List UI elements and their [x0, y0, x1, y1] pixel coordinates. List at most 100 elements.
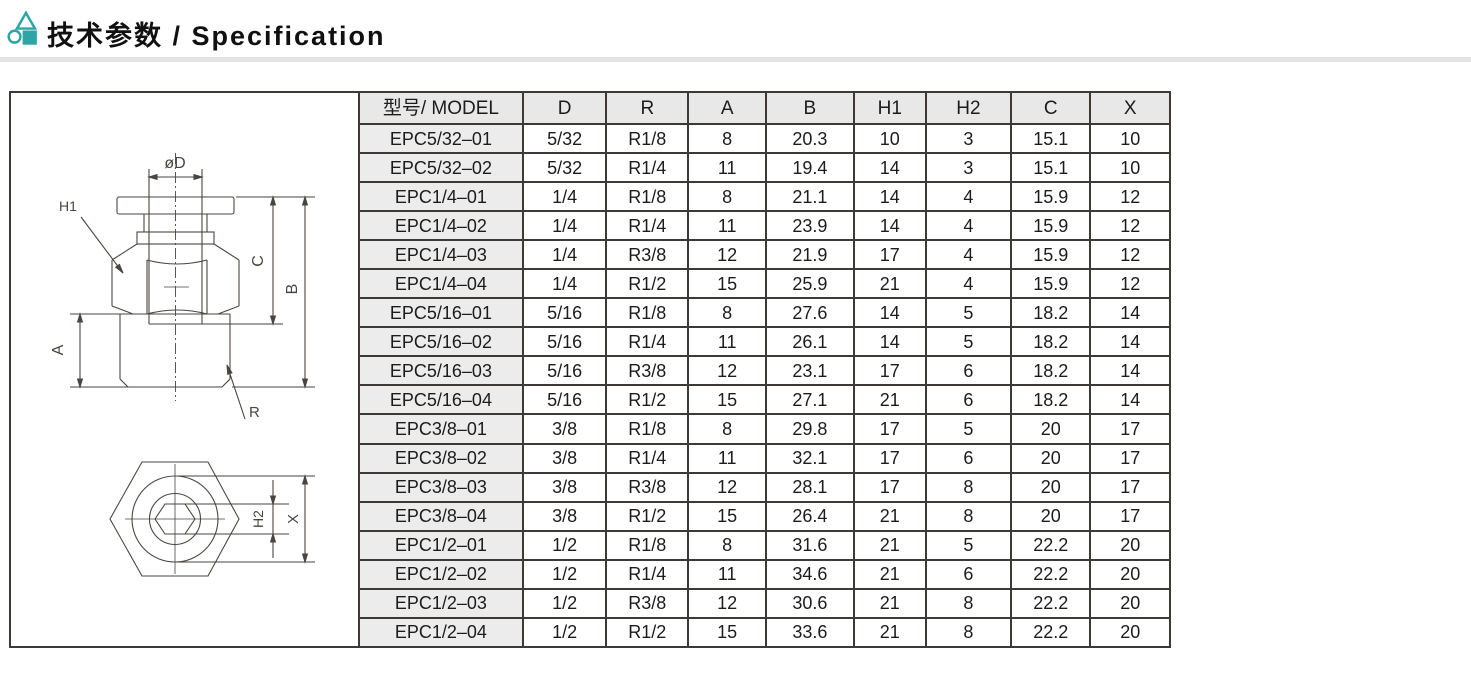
- model-cell: EPC3/8–01: [358, 413, 524, 445]
- value-cell: R1/2: [605, 384, 690, 416]
- value-cell: 1/4: [521, 210, 608, 242]
- value-cell: 12: [687, 471, 768, 503]
- value-cell: R1/4: [605, 442, 690, 474]
- value-cell: 17: [852, 471, 927, 503]
- value-cell: 27.1: [765, 384, 855, 416]
- model-cell: EPC1/4–01: [358, 181, 524, 213]
- value-cell: 6: [924, 384, 1013, 416]
- value-cell: R3/8: [605, 471, 690, 503]
- arrow: [269, 532, 277, 543]
- column-header: A: [687, 91, 768, 125]
- dim-label-h2: H2: [250, 510, 266, 528]
- value-cell: 27.6: [765, 297, 855, 329]
- model-cell: EPC5/16–01: [358, 297, 524, 329]
- table-row: EPC3/8–02 3/8 R1/4 11 32.1 17 6 20 17: [358, 442, 1171, 474]
- table-row: EPC5/16–04 5/16 R1/2 15 27.1 21 6 18.2 14: [358, 384, 1171, 416]
- hex-bevel-lines: [111, 243, 240, 261]
- value-cell: R1/2: [605, 268, 690, 300]
- value-cell: 26.1: [765, 326, 855, 358]
- value-cell: R1/8: [605, 413, 690, 445]
- value-cell: 8: [687, 122, 768, 155]
- model-cell: EPC5/16–04: [358, 384, 524, 416]
- dim-line-h2: [167, 480, 289, 558]
- value-cell: 21: [852, 268, 927, 300]
- value-cell: 14: [852, 181, 927, 213]
- tube-profile-lines: [148, 169, 283, 325]
- column-header: H2: [924, 91, 1013, 125]
- spec-panel: øD H1 C B A R H2: [9, 91, 360, 648]
- value-cell: 15: [687, 616, 768, 649]
- value-cell: 19.4: [765, 152, 855, 184]
- value-cell: 12: [687, 239, 768, 271]
- value-cell: 10: [852, 122, 927, 155]
- value-cell: 4: [924, 210, 1013, 242]
- value-cell: 5: [924, 413, 1013, 445]
- value-cell: 18.2: [1009, 355, 1092, 387]
- value-cell: R1/4: [605, 152, 690, 184]
- table-row: EPC1/4–04 1/4 R1/2 15 25.9 21 4 15.9 12: [358, 268, 1171, 300]
- dim-line-c: [236, 196, 315, 324]
- value-cell: 14: [852, 152, 927, 184]
- value-cell: 1/2: [521, 529, 608, 561]
- shapes-logo-icon: [7, 10, 38, 45]
- value-cell: 5/16: [521, 326, 608, 358]
- value-cell: 32.1: [765, 442, 855, 474]
- value-cell: 20: [1009, 471, 1092, 503]
- value-cell: 31.6: [765, 529, 855, 561]
- value-cell: 14: [1089, 326, 1171, 358]
- value-cell: 20: [1089, 529, 1171, 561]
- table-row: EPC1/2–03 1/2 R3/8 12 30.6 21 8 22.2 20: [358, 587, 1171, 619]
- value-cell: 1/4: [521, 268, 608, 300]
- value-cell: 1/4: [521, 181, 608, 213]
- dim-label-a: A: [50, 344, 67, 355]
- model-cell: EPC1/2–01: [358, 529, 524, 561]
- crosshair-lines: [125, 464, 225, 574]
- value-cell: 23.9: [765, 210, 855, 242]
- table-row: EPC5/32–01 5/32 R1/8 8 20.3 10 3 15.1 10: [358, 122, 1171, 155]
- dim-label-b: B: [284, 284, 301, 295]
- value-cell: 5/16: [521, 297, 608, 329]
- value-cell: 15: [687, 268, 768, 300]
- value-cell: 15.9: [1009, 210, 1092, 242]
- value-cell: 14: [1089, 297, 1171, 329]
- value-cell: 5/32: [521, 152, 608, 184]
- value-cell: 15: [687, 384, 768, 416]
- value-cell: 18.2: [1009, 326, 1092, 358]
- value-cell: 17: [852, 413, 927, 445]
- value-cell: 26.4: [765, 500, 855, 532]
- value-cell: 20: [1089, 587, 1171, 619]
- model-cell: EPC5/16–02: [358, 326, 524, 358]
- model-cell: EPC3/8–02: [358, 442, 524, 474]
- value-cell: 8: [687, 297, 768, 329]
- model-cell: EPC1/2–04: [358, 616, 524, 649]
- value-cell: 10: [1089, 122, 1171, 155]
- value-cell: 15.1: [1009, 152, 1092, 184]
- value-cell: R3/8: [605, 355, 690, 387]
- value-cell: 21: [852, 616, 927, 649]
- thread-outline: [119, 313, 231, 388]
- value-cell: 17: [1089, 413, 1171, 445]
- value-cell: 5: [924, 297, 1013, 329]
- value-cell: 20: [1009, 442, 1092, 474]
- value-cell: 29.8: [765, 413, 855, 445]
- dim-line-b: [232, 197, 315, 388]
- arrow: [147, 173, 158, 181]
- arrow: [301, 378, 309, 389]
- value-cell: 23.1: [765, 355, 855, 387]
- model-cell: EPC5/16–03: [358, 355, 524, 387]
- table-header-row: 型号/ MODEL D R A B H1 H2 C X: [358, 91, 1171, 125]
- value-cell: R1/2: [605, 500, 690, 532]
- arrow: [76, 378, 84, 389]
- value-cell: 4: [924, 268, 1013, 300]
- value-cell: 17: [1089, 442, 1171, 474]
- hex-facet-lines: [146, 259, 208, 315]
- value-cell: 1/2: [521, 616, 608, 649]
- page-title: 技术参数 / Specification: [47, 21, 386, 51]
- value-cell: 20: [1089, 558, 1171, 590]
- value-cell: 5/16: [521, 355, 608, 387]
- release-cap-outline: [116, 196, 235, 215]
- table-row: EPC1/4–03 1/4 R3/8 12 21.9 17 4 15.9 12: [358, 239, 1171, 271]
- dim-line-x: [175, 475, 315, 563]
- value-cell: 25.9: [765, 268, 855, 300]
- value-cell: 12: [1089, 239, 1171, 271]
